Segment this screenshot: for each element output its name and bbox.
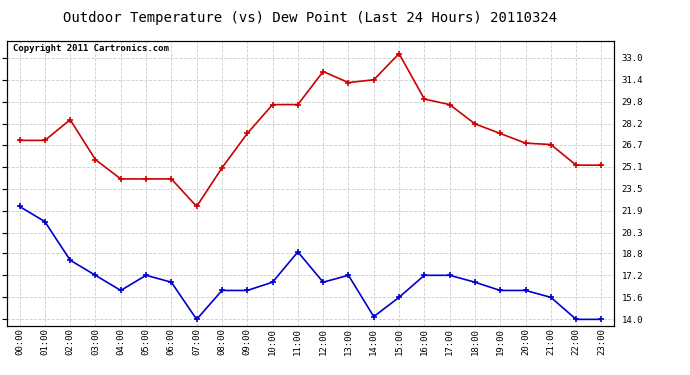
Text: Outdoor Temperature (vs) Dew Point (Last 24 Hours) 20110324: Outdoor Temperature (vs) Dew Point (Last… <box>63 11 558 25</box>
Text: Copyright 2011 Cartronics.com: Copyright 2011 Cartronics.com <box>13 44 169 53</box>
